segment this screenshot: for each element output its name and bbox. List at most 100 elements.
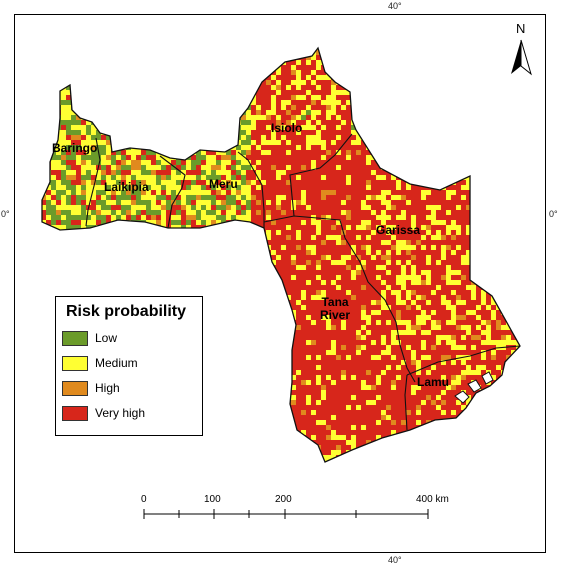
raster-cell <box>406 240 411 245</box>
raster-cell <box>166 465 171 470</box>
raster-cell <box>336 60 341 65</box>
raster-cell <box>486 320 491 325</box>
raster-cell <box>396 55 401 60</box>
raster-cell <box>61 40 66 45</box>
raster-cell <box>506 335 511 340</box>
raster-cell <box>101 80 106 85</box>
island-1 <box>454 390 470 404</box>
raster-cell <box>456 48 461 50</box>
raster-cell <box>386 255 391 260</box>
raster-cell <box>451 315 456 320</box>
raster-cell <box>441 60 446 65</box>
raster-cell <box>231 90 236 95</box>
raster-cell <box>436 325 441 330</box>
raster-cell <box>311 100 316 105</box>
raster-cell <box>421 115 426 120</box>
raster-cell <box>371 465 376 470</box>
raster-cell <box>256 445 261 450</box>
raster-cell <box>481 355 486 360</box>
raster-cell <box>181 40 186 45</box>
raster-cell <box>316 75 321 80</box>
raster-cell <box>476 425 481 430</box>
raster-cell <box>296 200 301 205</box>
raster-cell <box>221 55 226 60</box>
raster-cell <box>251 165 256 170</box>
raster-cell <box>401 140 406 145</box>
raster-cell <box>106 150 111 155</box>
raster-cell <box>441 250 446 255</box>
raster-cell <box>236 195 241 200</box>
raster-cell <box>51 450 56 455</box>
raster-cell <box>206 355 211 360</box>
raster-cell <box>226 215 231 220</box>
raster-cell <box>496 240 501 245</box>
raster-cell <box>411 290 416 295</box>
raster-cell <box>141 75 146 80</box>
raster-cell <box>326 115 331 120</box>
raster-cell <box>456 245 461 250</box>
raster-cell <box>416 50 421 55</box>
raster-cell <box>461 335 466 340</box>
raster-cell <box>231 410 236 415</box>
raster-cell <box>91 150 96 155</box>
raster-cell <box>426 330 431 335</box>
raster-cell <box>291 50 296 55</box>
raster-cell <box>42 85 46 90</box>
raster-cell <box>481 240 486 245</box>
raster-cell <box>231 225 236 230</box>
raster-cell <box>411 155 416 160</box>
raster-cell <box>61 180 66 185</box>
raster-cell <box>206 60 211 65</box>
raster-cell <box>446 225 451 230</box>
raster-cell <box>171 275 176 280</box>
raster-cell <box>186 185 191 190</box>
raster-cell <box>81 210 86 215</box>
raster-cell <box>186 160 191 165</box>
raster-cell <box>506 245 511 250</box>
raster-cell <box>151 80 156 85</box>
raster-cell <box>246 110 251 115</box>
raster-cell <box>316 230 321 235</box>
raster-cell <box>42 125 46 130</box>
raster-cell <box>476 305 481 310</box>
raster-cell <box>221 135 226 140</box>
raster-cell <box>131 130 136 135</box>
raster-cell <box>91 90 96 95</box>
raster-cell <box>451 225 456 230</box>
raster-cell <box>421 345 426 350</box>
raster-cell <box>211 135 216 140</box>
raster-cell <box>226 380 231 385</box>
raster-cell <box>106 110 111 115</box>
raster-cell <box>91 40 96 45</box>
raster-cell <box>156 175 161 180</box>
raster-cell <box>491 80 496 85</box>
raster-cell <box>111 225 116 230</box>
raster-cell <box>131 170 136 175</box>
raster-cell <box>496 295 501 300</box>
raster-cell <box>516 390 520 395</box>
raster-cell <box>106 70 111 75</box>
raster-cell <box>171 115 176 120</box>
raster-cell <box>506 100 511 105</box>
raster-cell <box>336 435 341 440</box>
raster-cell <box>466 95 471 100</box>
raster-cell <box>391 195 396 200</box>
raster-cell <box>156 120 161 125</box>
boundary-garissa-tana-river <box>344 237 416 383</box>
raster-cell <box>476 190 481 195</box>
raster-cell <box>321 190 326 195</box>
raster-cell <box>156 48 161 50</box>
raster-cell <box>146 150 151 155</box>
raster-cell <box>101 55 106 60</box>
raster-cell <box>196 205 201 210</box>
raster-cell <box>406 115 411 120</box>
raster-cell <box>241 145 246 150</box>
raster-cell <box>426 255 431 260</box>
raster-cell <box>381 370 386 375</box>
raster-cell <box>281 315 286 320</box>
raster-cell <box>76 120 81 125</box>
raster-cell <box>126 175 131 180</box>
raster-cell <box>191 95 196 100</box>
raster-cell <box>196 455 201 460</box>
raster-cell <box>446 245 451 250</box>
